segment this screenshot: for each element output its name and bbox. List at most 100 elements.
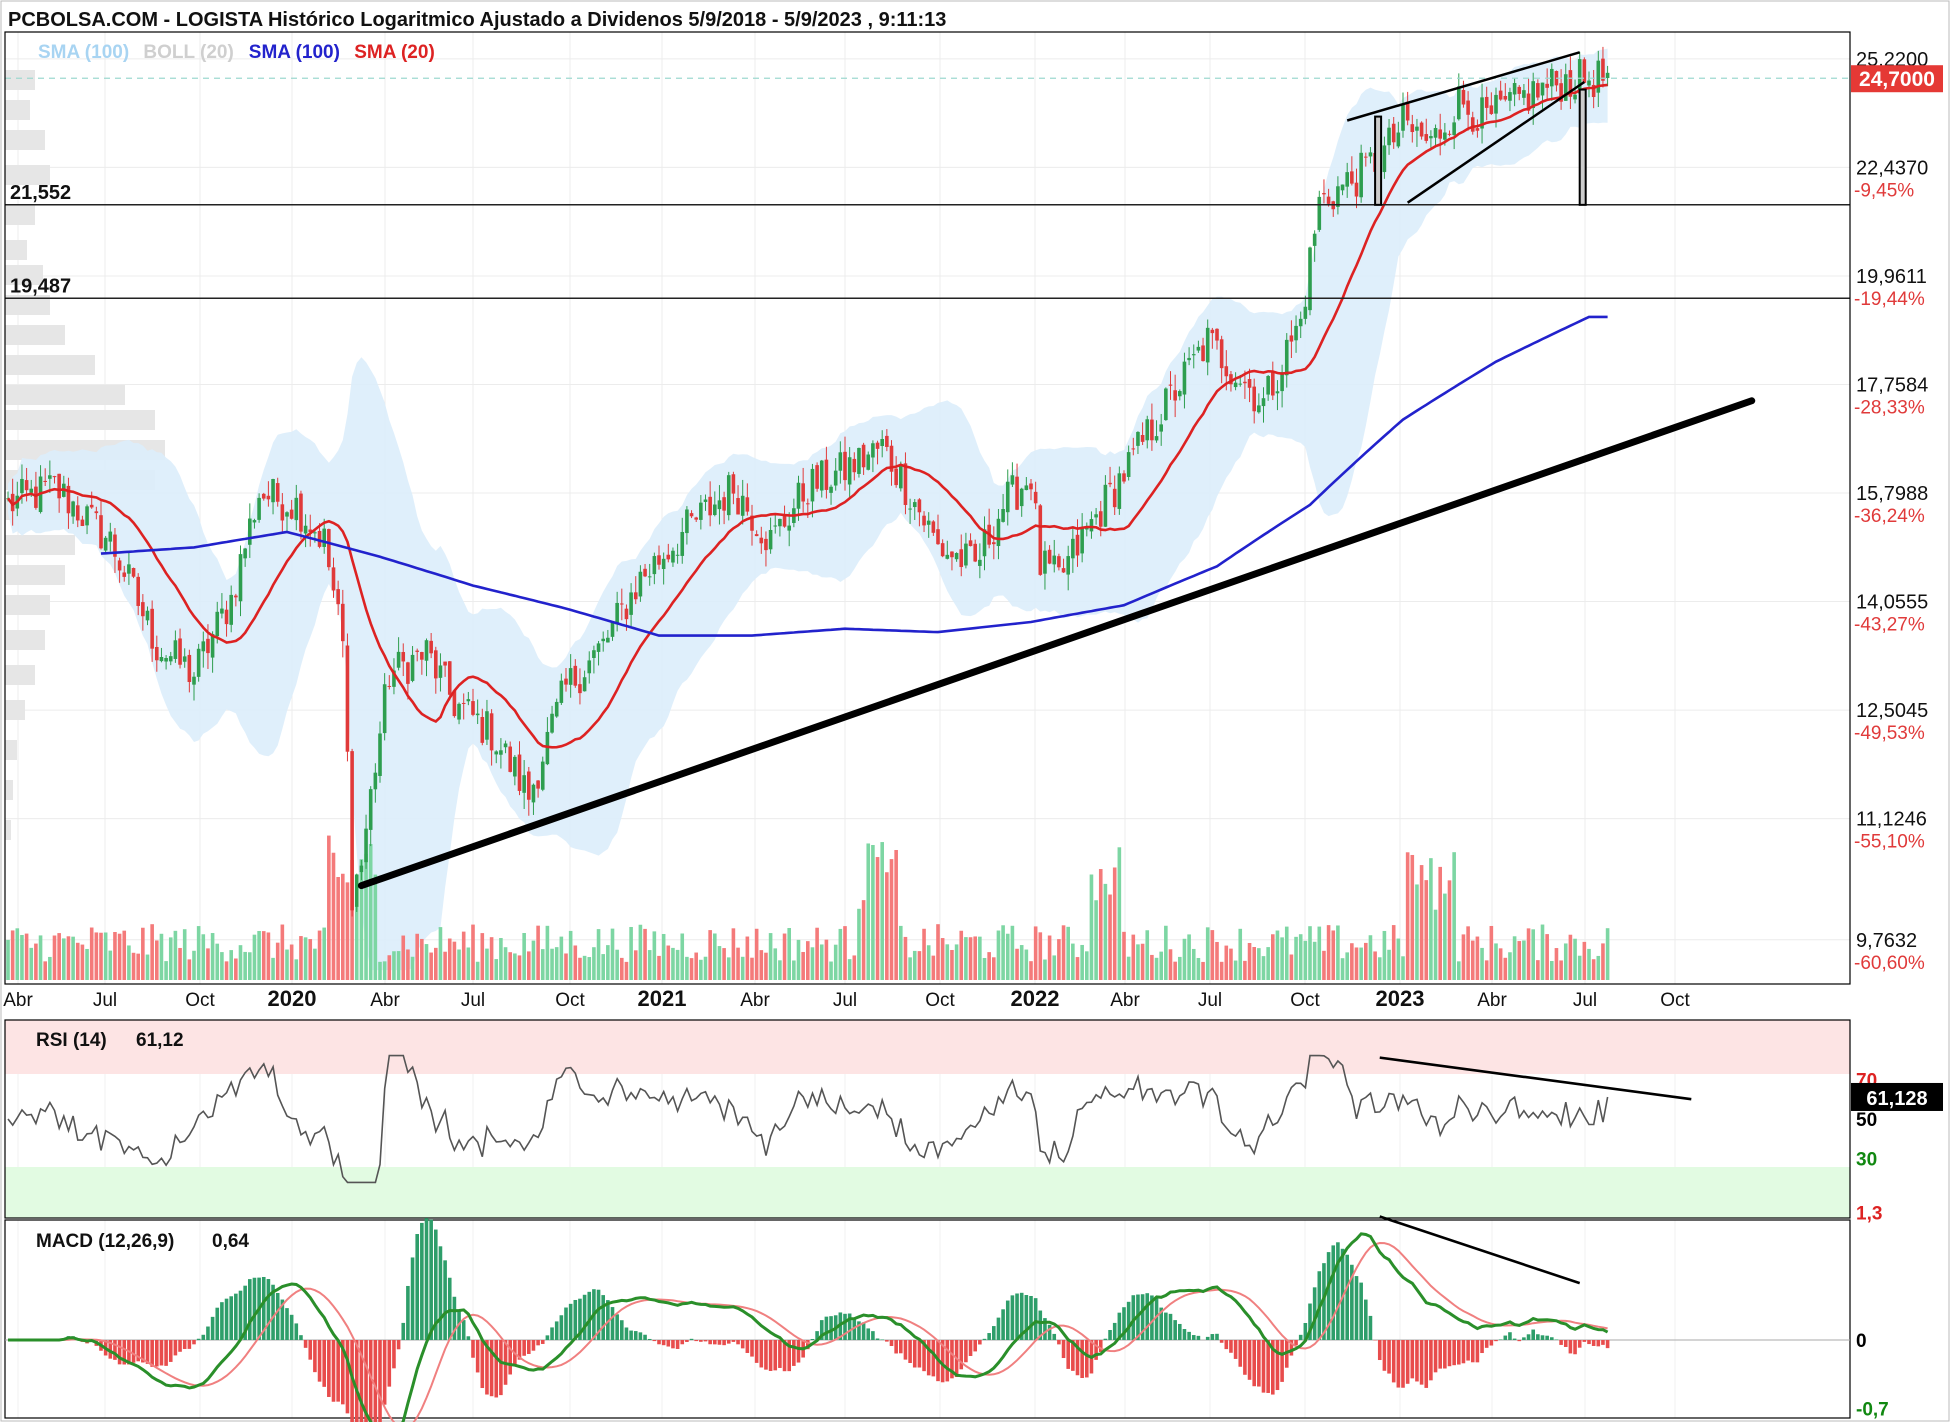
- macd-histogram-bar: [202, 1335, 206, 1340]
- candle-body: [327, 529, 331, 567]
- candle-body: [825, 460, 829, 490]
- volume-bar: [202, 934, 206, 980]
- volume-bar: [257, 931, 261, 980]
- volume-bar: [220, 952, 224, 980]
- candle-body: [583, 677, 587, 691]
- volume-bar: [425, 944, 429, 980]
- time-tick-label: Oct: [555, 990, 585, 1011]
- volume-profile-bar: [5, 355, 95, 375]
- volume-profile-bar: [5, 595, 50, 615]
- macd-histogram-bar: [885, 1340, 889, 1342]
- macd-histogram-bar: [1438, 1340, 1442, 1369]
- candle-body: [601, 639, 605, 641]
- macd-histogram-bar: [736, 1340, 740, 1344]
- macd-histogram-bar: [843, 1314, 847, 1340]
- candle-body: [657, 555, 661, 564]
- macd-histogram-bar: [150, 1340, 154, 1367]
- candle-body: [741, 496, 745, 516]
- volume-bar: [1071, 944, 1075, 980]
- macd-histogram-bar: [1494, 1340, 1498, 1341]
- macd-histogram-bar: [1034, 1298, 1038, 1340]
- candle-body: [1541, 83, 1545, 96]
- macd-histogram-bar: [1490, 1340, 1494, 1346]
- candle-body: [160, 657, 164, 661]
- volume-bar: [601, 954, 605, 980]
- macd-histogram-bar: [1345, 1255, 1349, 1340]
- candle-body: [769, 530, 773, 549]
- macd-histogram-bar: [267, 1279, 271, 1340]
- macd-histogram-bar: [1248, 1340, 1252, 1380]
- volume-bar: [1559, 960, 1563, 980]
- candle-body: [1397, 133, 1401, 147]
- candle-body: [1299, 319, 1303, 326]
- volume-bar: [122, 931, 126, 980]
- macd-histogram-bar: [420, 1223, 424, 1340]
- volume-bar: [1052, 955, 1056, 980]
- candle-body: [220, 609, 224, 614]
- macd-histogram-bar: [732, 1340, 736, 1342]
- volume-bar: [829, 962, 833, 980]
- macd-histogram-bar: [704, 1340, 708, 1341]
- candle-body: [643, 569, 647, 577]
- volume-bar: [318, 931, 322, 980]
- macd-histogram-bar: [1215, 1334, 1219, 1340]
- volume-bar: [183, 929, 187, 980]
- volume-bar: [1369, 935, 1373, 980]
- rsi-tick-label: 50: [1856, 1110, 1877, 1131]
- macd-histogram-bar: [234, 1294, 238, 1340]
- volume-bar: [871, 845, 875, 980]
- volume-bar: [401, 936, 405, 980]
- volume-bar: [271, 958, 275, 980]
- volume-bar: [950, 950, 954, 980]
- macd-histogram-bar: [1015, 1294, 1019, 1340]
- macd-histogram-bar: [1411, 1340, 1415, 1378]
- volume-bar: [825, 940, 829, 980]
- macd-histogram-bar: [1252, 1340, 1256, 1386]
- volume-bar: [1252, 947, 1256, 980]
- candle-body: [85, 506, 89, 525]
- volume-bar: [597, 929, 601, 980]
- volume-bar: [667, 946, 671, 980]
- time-tick-label: Oct: [925, 990, 955, 1011]
- volume-bar: [797, 940, 801, 980]
- candle-body: [773, 526, 777, 527]
- volume-bar: [174, 931, 178, 980]
- candle-body: [1090, 519, 1094, 531]
- macd-histogram-bar: [192, 1340, 196, 1344]
- svg-text:24,7000: 24,7000: [1859, 68, 1935, 91]
- candle-body: [606, 638, 610, 643]
- candle-body: [146, 611, 150, 621]
- time-tick-label: Abr: [1477, 990, 1507, 1011]
- candle-body: [425, 640, 429, 661]
- macd-histogram-bar: [378, 1340, 382, 1422]
- volume-bar: [1220, 962, 1224, 980]
- candle-body: [197, 649, 201, 677]
- candle-body: [499, 750, 503, 754]
- volume-bar: [490, 937, 494, 980]
- candle-body: [1322, 193, 1326, 194]
- volume-bar: [1015, 949, 1019, 980]
- candle-body: [132, 568, 136, 577]
- volume-bar: [369, 844, 373, 980]
- macd-histogram-bar: [550, 1327, 554, 1340]
- volume-bar: [1564, 943, 1568, 980]
- volume-bar: [550, 949, 554, 980]
- volume-bar: [1145, 930, 1149, 980]
- volume-bar: [471, 925, 475, 980]
- candle-body: [229, 595, 233, 625]
- volume-bar: [787, 928, 791, 980]
- candle-body: [1108, 483, 1112, 484]
- candle-body: [1513, 83, 1517, 94]
- macd-histogram-bar: [425, 1218, 429, 1340]
- candle-body: [1545, 84, 1549, 88]
- macd-histogram-bar: [443, 1260, 447, 1340]
- candle-body: [992, 542, 996, 544]
- macd-tick-label: -0,7: [1856, 1400, 1889, 1421]
- volume-bar: [378, 962, 382, 980]
- volume-bar: [876, 857, 880, 980]
- volume-bar: [420, 939, 424, 980]
- volume-bar: [1248, 943, 1252, 980]
- volume-bar: [1001, 925, 1005, 980]
- candle-body: [322, 529, 326, 547]
- candle-body: [560, 681, 564, 703]
